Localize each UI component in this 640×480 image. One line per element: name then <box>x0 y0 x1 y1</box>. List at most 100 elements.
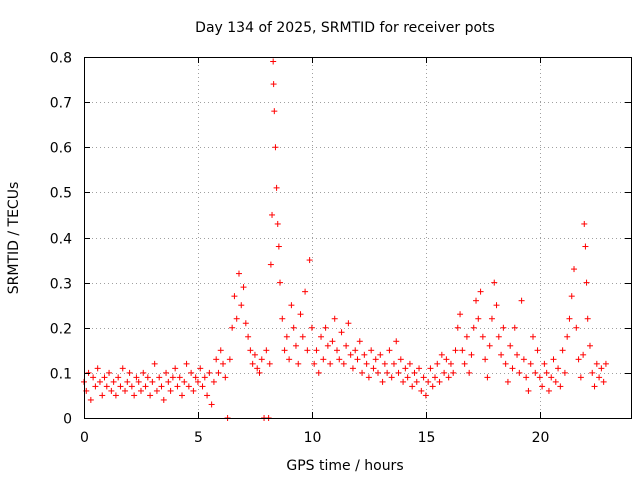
data-point <box>135 378 142 385</box>
data-point <box>273 184 280 191</box>
data-point <box>327 360 334 367</box>
data-point <box>577 374 584 381</box>
data-point <box>418 387 425 394</box>
data-point <box>213 356 220 363</box>
data-point <box>493 302 500 309</box>
data-point <box>400 378 407 385</box>
data-point <box>217 347 224 354</box>
data-point <box>361 351 368 358</box>
data-point <box>384 369 391 376</box>
data-point <box>431 374 438 381</box>
data-point <box>144 374 151 381</box>
data-point <box>197 365 204 372</box>
data-point <box>445 374 452 381</box>
data-point <box>167 387 174 394</box>
data-point <box>409 383 416 390</box>
data-point <box>108 387 115 394</box>
data-point <box>529 333 536 340</box>
data-point <box>498 351 505 358</box>
data-point <box>258 356 265 363</box>
data-point <box>564 333 571 340</box>
data-point <box>110 378 117 385</box>
data-point <box>313 347 320 354</box>
data-point <box>504 378 511 385</box>
data-point <box>87 396 94 403</box>
data-point <box>271 108 278 115</box>
y-tick-label: 0.1 <box>50 367 72 383</box>
data-point <box>363 360 370 367</box>
data-point <box>602 360 609 367</box>
data-point <box>527 360 534 367</box>
data-point <box>318 333 325 340</box>
data-point <box>99 392 106 399</box>
data-point <box>128 383 135 390</box>
data-point <box>534 347 541 354</box>
data-point <box>156 374 163 381</box>
data-point <box>461 360 468 367</box>
data-point <box>436 378 443 385</box>
data-point <box>545 387 552 394</box>
data-point <box>292 342 299 349</box>
data-point <box>404 374 411 381</box>
y-tick-label: 0.2 <box>50 322 72 338</box>
data-point <box>511 324 518 331</box>
data-point <box>386 347 393 354</box>
data-point <box>500 324 507 331</box>
data-point <box>185 383 192 390</box>
data-point <box>429 383 436 390</box>
data-point <box>322 324 329 331</box>
data-point <box>566 315 573 322</box>
data-point <box>299 333 306 340</box>
data-point <box>343 342 350 349</box>
data-point <box>297 311 304 318</box>
data-point <box>422 392 429 399</box>
data-points <box>81 58 609 421</box>
data-point <box>479 333 486 340</box>
data-point <box>443 356 450 363</box>
data-point <box>416 365 423 372</box>
data-point <box>231 293 238 300</box>
data-point <box>311 360 318 367</box>
data-point <box>420 374 427 381</box>
data-point <box>194 378 201 385</box>
data-point <box>263 347 270 354</box>
data-point <box>509 365 516 372</box>
data-point <box>523 374 530 381</box>
data-point <box>245 333 252 340</box>
data-point <box>539 383 546 390</box>
data-point <box>491 279 498 286</box>
data-point <box>463 333 470 340</box>
data-point <box>267 261 274 268</box>
y-tick-label: 0.8 <box>50 51 72 67</box>
data-point <box>249 360 256 367</box>
data-point <box>183 360 190 367</box>
data-point <box>329 338 336 345</box>
data-point <box>190 387 197 394</box>
data-point <box>375 369 382 376</box>
data-point <box>101 374 108 381</box>
data-point <box>137 387 144 394</box>
data-point <box>283 333 290 340</box>
data-point <box>598 365 605 372</box>
data-point <box>589 369 596 376</box>
data-point <box>584 315 591 322</box>
data-point <box>308 324 315 331</box>
data-point <box>349 365 356 372</box>
data-point <box>96 378 103 385</box>
data-point <box>94 365 101 372</box>
data-point <box>571 266 578 273</box>
x-tick-labels: 0 5 10 15 20 <box>80 430 549 446</box>
data-point <box>172 365 179 372</box>
data-point <box>320 356 327 363</box>
data-point <box>388 374 395 381</box>
data-point <box>359 369 366 376</box>
data-point <box>541 360 548 367</box>
data-point <box>502 360 509 367</box>
data-point <box>174 383 181 390</box>
chart-title: Day 134 of 2025, SRMTID for receiver pot… <box>195 20 495 36</box>
data-point <box>119 365 126 372</box>
x-tick-label: 10 <box>304 430 322 446</box>
data-point <box>454 324 461 331</box>
plot-frame <box>84 57 632 419</box>
